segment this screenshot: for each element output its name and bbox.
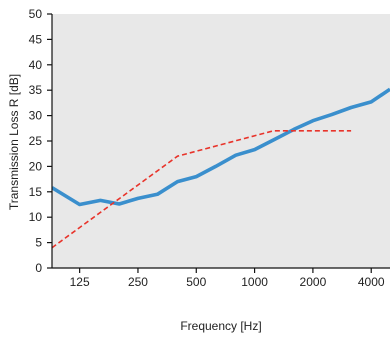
- series-line-solid: [52, 87, 390, 207]
- y-tick-label: 40: [29, 58, 43, 72]
- x-axis-ticks: 125 250 500 1000 2000 4000: [70, 268, 385, 289]
- x-tick-label: 250: [128, 275, 148, 289]
- x-tick-label: 1000: [241, 275, 268, 289]
- y-tick-label: 20: [29, 159, 43, 173]
- x-tick-label: 500: [186, 275, 206, 289]
- x-tick-label: 2000: [300, 275, 327, 289]
- plot-area-background: [52, 14, 390, 268]
- y-tick-label: 30: [29, 109, 43, 123]
- y-axis-ticks: 0 5 10 15 20 25 30 35 40 45 50: [29, 7, 52, 275]
- series-layer: [52, 87, 390, 249]
- y-tick-label: 50: [29, 7, 43, 21]
- y-axis-label: Transmission Loss R [dB]: [7, 74, 21, 210]
- y-tick-label: 25: [29, 134, 43, 148]
- series-line-dashed: [52, 130, 352, 249]
- y-tick-label: 45: [29, 32, 43, 46]
- y-tick-label: 0: [35, 261, 42, 275]
- x-tick-label: 4000: [358, 275, 385, 289]
- y-tick-label: 35: [29, 83, 43, 97]
- x-axis-label: Frequency [Hz]: [180, 319, 261, 333]
- y-tick-label: 15: [29, 185, 43, 199]
- y-tick-label: 5: [35, 236, 42, 250]
- x-tick-label: 125: [70, 275, 90, 289]
- y-tick-label: 10: [29, 210, 43, 224]
